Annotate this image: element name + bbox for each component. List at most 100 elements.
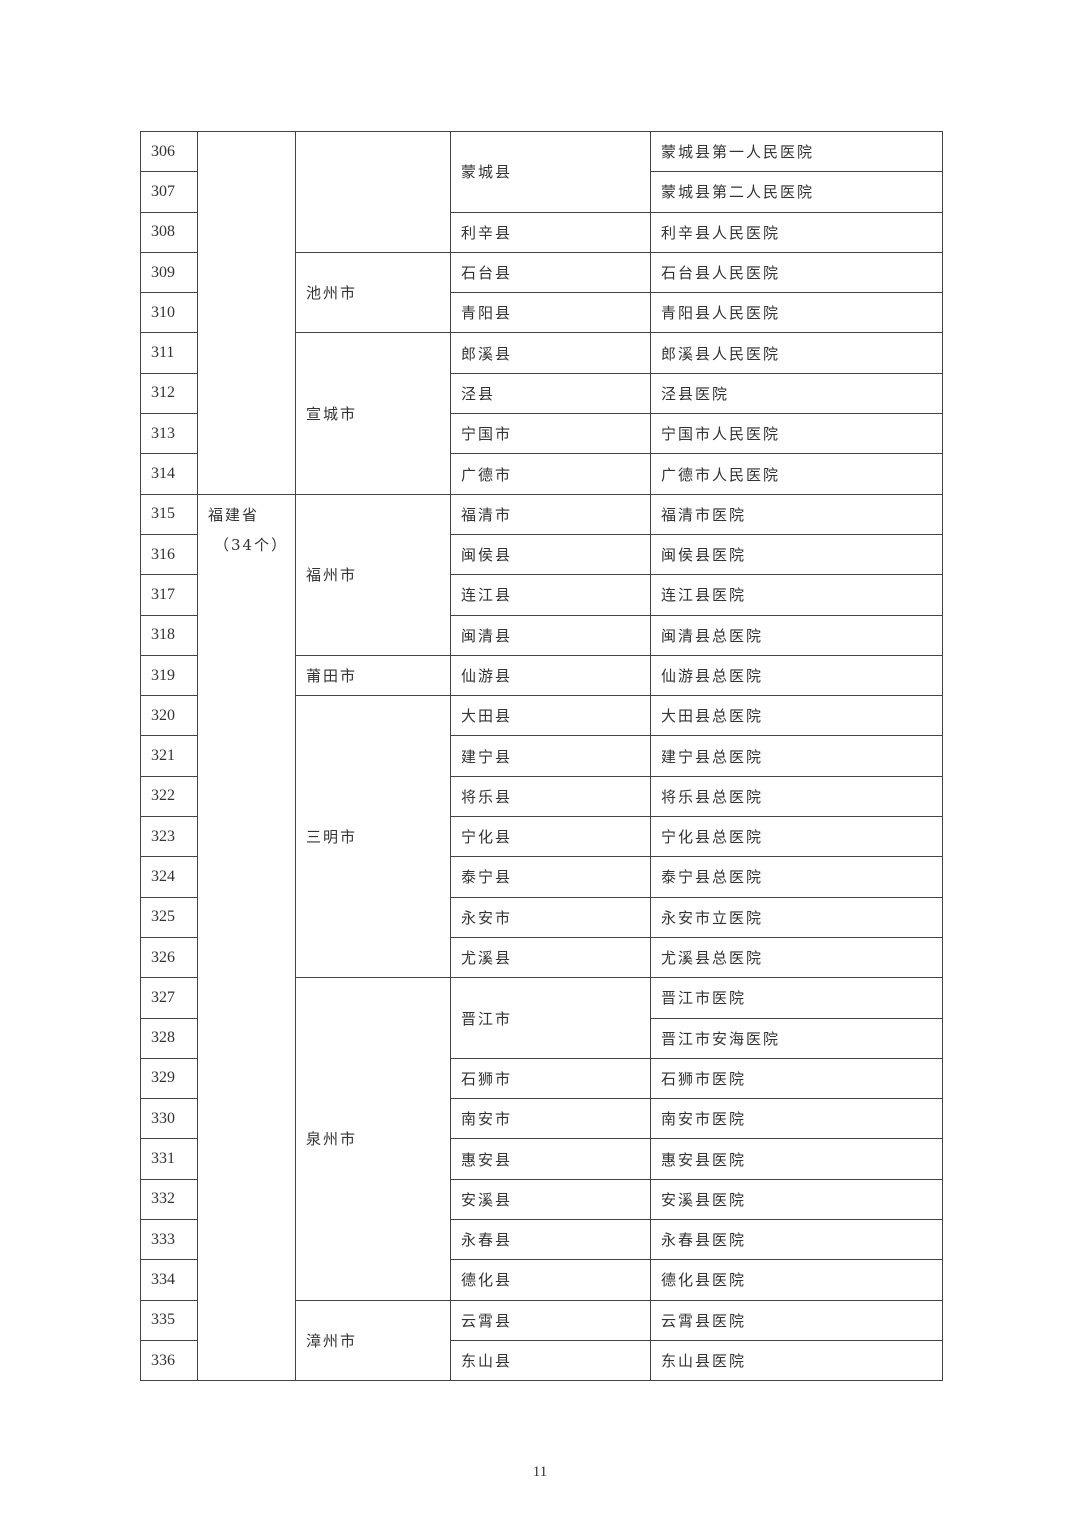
row-number: 332 — [140, 1178, 198, 1221]
table-row: 331 惠安县 惠安县医院 — [140, 1138, 943, 1180]
county-cell: 东山县 — [450, 1339, 651, 1382]
county-cell: 闽侯县 — [450, 533, 651, 576]
row-number: 319 — [140, 654, 198, 697]
table-row: 328 晋江市安海医院 — [140, 1017, 943, 1059]
row-number: 310 — [140, 292, 198, 334]
county-cell: 大田县 — [450, 695, 651, 737]
row-number: 311 — [140, 332, 198, 374]
table-row: 318 闽清县 闽清县总医院 — [140, 614, 943, 656]
hospital-cell: 青阳县人民医院 — [650, 292, 943, 334]
table-row: 311 宣城市 郎溪县 郎溪县人民医院 — [140, 332, 943, 495]
county-cell: 青阳县 — [450, 292, 651, 334]
row-number: 336 — [140, 1339, 198, 1382]
county-cell: 连江县 — [450, 574, 651, 616]
province-cell: 福建省 （34个） — [197, 493, 296, 1382]
table-row: 315 福建省 （34个） 福州市 福清市 福清市医院 — [140, 493, 943, 1382]
city-cell: 三明市 — [295, 695, 451, 979]
row-number: 307 — [140, 171, 198, 213]
table-row: 334 德化县 德化县医院 — [140, 1259, 943, 1301]
hospital-cell: 宁化县总医院 — [650, 816, 943, 858]
table-row: 310 青阳县 青阳县人民医院 — [140, 292, 943, 334]
county-cell: 将乐县 — [450, 775, 651, 818]
city-cell: 福州市 — [295, 493, 451, 656]
row-number: 330 — [140, 1098, 198, 1140]
table-row: 335 漳州市 云霄县 云霄县医院 — [140, 1299, 943, 1382]
hospital-cell: 闽清县总医院 — [650, 614, 943, 656]
table-row: 325 永安市 永安市立医院 — [140, 896, 943, 938]
row-number: 326 — [140, 936, 198, 979]
table-row: 322 将乐县 将乐县总医院 — [140, 775, 943, 818]
county-cell: 永春县 — [450, 1219, 651, 1261]
hospital-cell: 建宁县总医院 — [650, 735, 943, 777]
row-number: 321 — [140, 735, 198, 777]
row-number: 329 — [140, 1057, 198, 1100]
row-number: 325 — [140, 896, 198, 938]
table-row: 327 泉州市 晋江市 晋江市医院 — [140, 977, 943, 1301]
table-row: 321 建宁县 建宁县总医院 — [140, 735, 943, 777]
row-number: 308 — [140, 211, 198, 253]
county-cell: 闽清县 — [450, 614, 651, 656]
county-cell: 泾县 — [450, 372, 651, 415]
hospital-cell: 晋江市医院 — [650, 977, 943, 1019]
county-cell: 建宁县 — [450, 735, 651, 777]
hospital-cell: 尤溪县总医院 — [650, 936, 943, 979]
hospital-cell: 郎溪县人民医院 — [650, 332, 943, 374]
row-number: 306 — [140, 130, 198, 173]
table-row: 324 泰宁县 泰宁县总医院 — [140, 856, 943, 898]
hospital-cell: 惠安县医院 — [650, 1138, 943, 1180]
table-row: 306 蒙城县 蒙城县第一人民医院 — [140, 130, 943, 495]
row-number: 322 — [140, 775, 198, 818]
hospital-cell: 福清市医院 — [650, 493, 943, 535]
city-cell: 泉州市 — [295, 977, 451, 1301]
county-cell: 石台县 — [450, 251, 651, 294]
row-number: 334 — [140, 1259, 198, 1301]
city-cell — [295, 131, 451, 253]
row-number: 327 — [140, 977, 198, 1019]
county-cell: 晋江市 — [450, 977, 651, 1059]
row-number: 333 — [140, 1219, 198, 1261]
table-row: 309 池州市 石台县 石台县人民医院 — [140, 251, 943, 334]
city-cell: 池州市 — [295, 251, 451, 334]
hospital-cell: 仙游县总医院 — [650, 654, 943, 697]
county-cell: 永安市 — [450, 896, 651, 938]
row-number: 313 — [140, 413, 198, 455]
table-row: 326 尤溪县 尤溪县总医院 — [140, 936, 943, 979]
county-cell: 安溪县 — [450, 1178, 651, 1221]
county-cell: 郎溪县 — [450, 332, 651, 374]
table-row: 320 三明市 大田县 大田县总医院 — [140, 695, 943, 979]
table-row: 336 东山县 东山县医院 — [140, 1339, 943, 1382]
row-number: 318 — [140, 614, 198, 656]
table-row: 312 泾县 泾县医院 — [140, 372, 943, 415]
province-name: 福建省 — [208, 505, 260, 524]
row-number: 328 — [140, 1017, 198, 1059]
county-cell: 尤溪县 — [450, 936, 651, 979]
row-number: 312 — [140, 372, 198, 415]
row-number: 317 — [140, 574, 198, 616]
county-cell: 石狮市 — [450, 1057, 651, 1100]
county-cell: 惠安县 — [450, 1138, 651, 1180]
hospital-cell: 石狮市医院 — [650, 1057, 943, 1100]
county-cell: 蒙城县 — [450, 131, 651, 213]
row-number: 316 — [140, 533, 198, 576]
county-cell: 云霄县 — [450, 1299, 651, 1341]
table-row: 323 宁化县 宁化县总医院 — [140, 816, 943, 858]
county-cell: 德化县 — [450, 1259, 651, 1301]
hospital-cell: 晋江市安海医院 — [650, 1017, 943, 1059]
hospital-list-table: 306 蒙城县 蒙城县第一人民医院 307 蒙城县第二人民医院 308 利辛县 利辛县人民医院… — [140, 130, 943, 1382]
hospital-cell: 宁国市人民医院 — [650, 413, 943, 455]
hospital-cell: 云霄县医院 — [650, 1299, 943, 1341]
county-cell: 泰宁县 — [450, 856, 651, 898]
table-row: 313 宁国市 宁国市人民医院 — [140, 413, 943, 455]
hospital-cell: 泰宁县总医院 — [650, 856, 943, 898]
city-cell: 莆田市 — [295, 654, 451, 697]
hospital-cell: 安溪县医院 — [650, 1178, 943, 1221]
table-row: 314 广德市 广德市人民医院 — [140, 453, 943, 495]
county-cell: 宁化县 — [450, 816, 651, 858]
hospital-cell: 永春县医院 — [650, 1219, 943, 1261]
row-number: 335 — [140, 1299, 198, 1341]
hospital-cell: 将乐县总医院 — [650, 775, 943, 818]
table-row: 307 蒙城县第二人民医院 — [140, 171, 943, 213]
hospital-cell: 大田县总医院 — [650, 695, 943, 737]
hospital-cell: 广德市人民医院 — [650, 453, 943, 495]
county-cell: 广德市 — [450, 453, 651, 495]
